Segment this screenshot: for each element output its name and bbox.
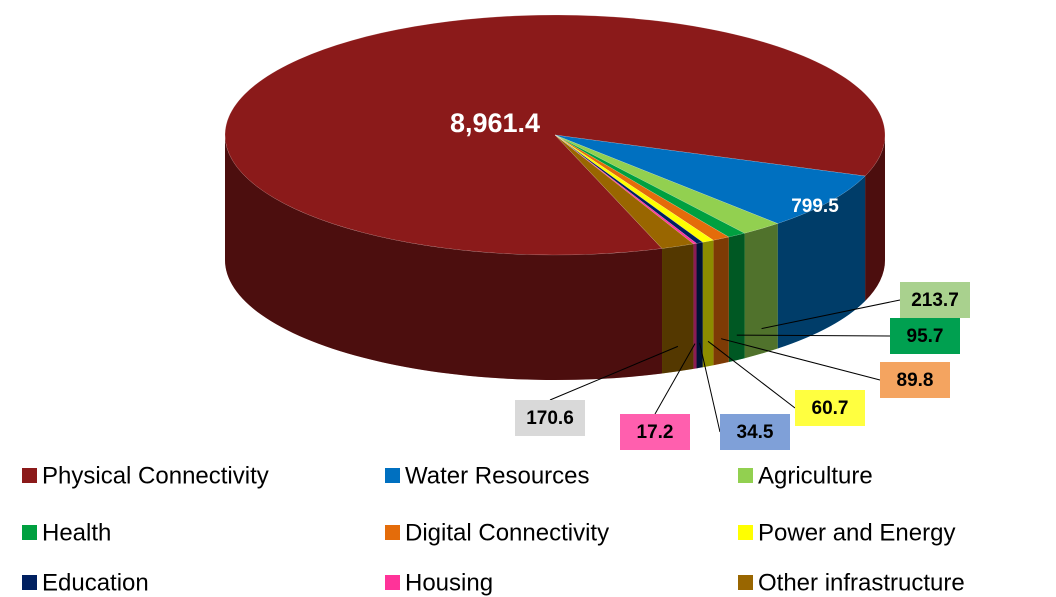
- data-label: 60.7: [812, 398, 849, 419]
- data-label: 89.8: [897, 370, 934, 391]
- legend-label: Other infrastructure: [758, 569, 965, 596]
- legend-swatch: [738, 575, 753, 590]
- slice-side: [777, 176, 866, 349]
- leader-line: [761, 299, 901, 330]
- leader-line: [549, 345, 679, 401]
- legend-label: Physical Connectivity: [42, 462, 269, 489]
- slice-side-shade: [702, 240, 714, 368]
- slice-side: [696, 242, 703, 369]
- slice-side-shade: [713, 237, 729, 366]
- slice: [554, 134, 866, 224]
- slice: [554, 134, 704, 244]
- slice-side: [662, 243, 694, 374]
- legend-label: Education: [42, 569, 149, 596]
- slice-side-shade: [662, 243, 694, 374]
- slice: [554, 134, 698, 245]
- label-box: [620, 414, 690, 450]
- slice-side-shade: [225, 135, 663, 380]
- data-label: 799.5: [791, 196, 839, 217]
- slice: [554, 134, 730, 241]
- data-label: 170.6: [526, 408, 574, 429]
- slice-side-shade: [693, 243, 697, 369]
- slice-side: [702, 240, 714, 368]
- slice-side: [728, 233, 745, 363]
- data-label: 17.2: [637, 422, 674, 443]
- slice: [554, 134, 746, 238]
- leader-line: [699, 342, 721, 433]
- data-label: 95.7: [907, 326, 944, 347]
- slice-side: [865, 135, 885, 302]
- legend-label: Digital Connectivity: [405, 519, 609, 546]
- leader-line: [707, 340, 796, 409]
- data-label: 8,961.4: [450, 108, 540, 138]
- slice-side-shade: [777, 176, 866, 349]
- legend-label: Housing: [405, 569, 493, 596]
- slice-side-shade: [744, 223, 778, 359]
- legend-swatch: [22, 468, 37, 483]
- legend-label: Power and Energy: [758, 519, 955, 546]
- leader-line: [736, 334, 891, 337]
- slice: [224, 14, 886, 256]
- legend-label: Health: [42, 519, 111, 546]
- leader-line: [654, 343, 696, 415]
- slice: [554, 134, 695, 249]
- legend-swatch: [738, 525, 753, 540]
- legend-swatch: [385, 575, 400, 590]
- slice-side-shade: [696, 242, 703, 369]
- slice: [554, 134, 779, 234]
- label-box: [515, 400, 585, 436]
- legend-label: Agriculture: [758, 462, 873, 489]
- leader-line: [720, 338, 881, 381]
- legend-swatch: [738, 468, 753, 483]
- slice-side: [225, 135, 663, 380]
- slice-side: [693, 243, 697, 369]
- legend-swatch: [22, 525, 37, 540]
- label-box: [900, 282, 970, 318]
- legend-label: Water Resources: [405, 462, 590, 489]
- legend-swatch: [385, 525, 400, 540]
- slice-side-shade: [728, 233, 745, 363]
- legend-swatch: [385, 468, 400, 483]
- label-box: [795, 390, 865, 426]
- slice-side: [744, 223, 778, 359]
- slice-side-shade: [865, 135, 885, 302]
- slice: [554, 134, 715, 243]
- slice-side: [713, 237, 729, 366]
- data-label: 213.7: [911, 290, 959, 311]
- label-box: [890, 318, 960, 354]
- data-label: 34.5: [737, 422, 774, 443]
- label-box: [720, 414, 790, 450]
- label-box: [880, 362, 950, 398]
- legend-swatch: [22, 575, 37, 590]
